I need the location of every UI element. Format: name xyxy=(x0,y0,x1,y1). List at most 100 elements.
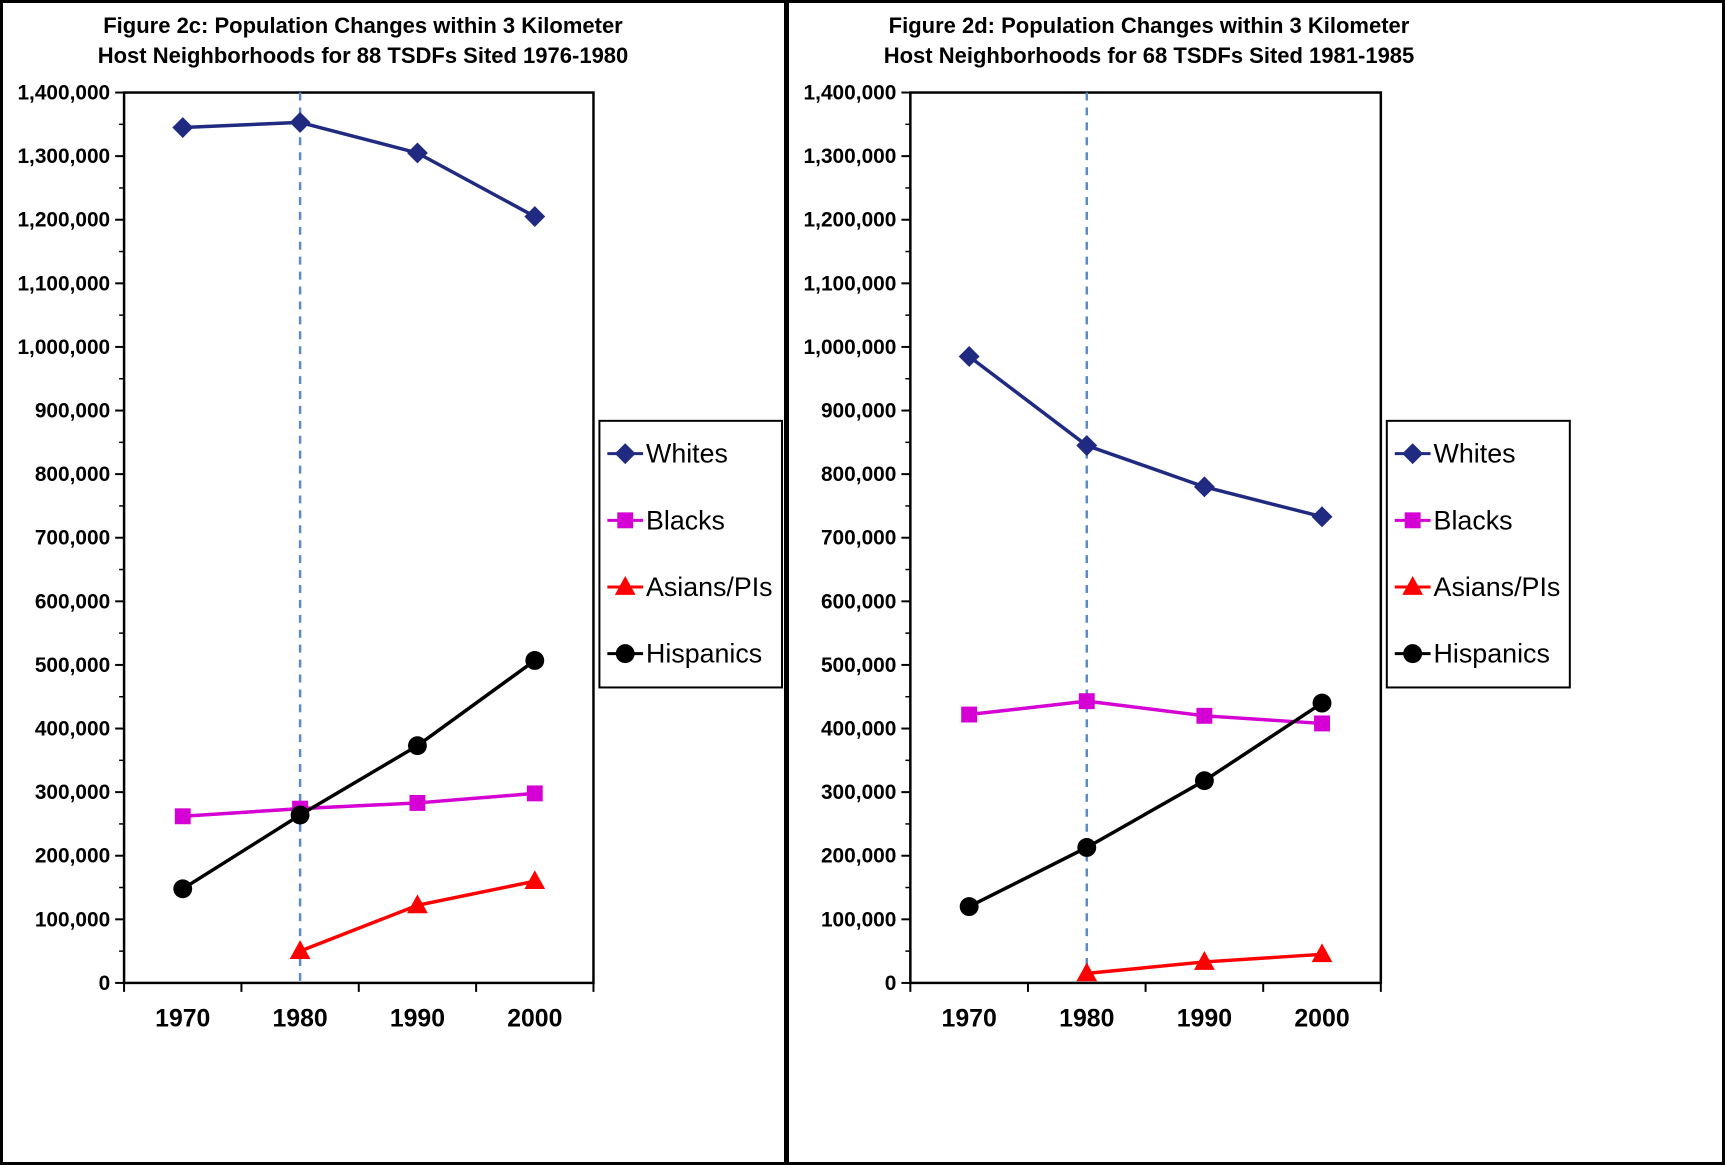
y-axis-label: 1,000,000 xyxy=(804,336,897,359)
legend-label-asians-pis: Asians/PIs xyxy=(1434,572,1561,602)
y-axis-label: 500,000 xyxy=(821,654,896,677)
y-axis-label: 1,300,000 xyxy=(17,145,110,168)
data-point-whites xyxy=(407,142,428,164)
data-point-whites xyxy=(172,117,194,138)
figure-2c-title-line1: Figure 2c: Population Changes within 3 K… xyxy=(103,13,623,38)
y-axis-label: 200,000 xyxy=(35,845,110,868)
legend-marker-whites xyxy=(614,443,636,465)
x-axis-label: 2000 xyxy=(507,1006,562,1033)
data-point-asians-pis xyxy=(1194,950,1215,970)
y-axis-label: 1,200,000 xyxy=(804,209,897,232)
legend-label-whites: Whites xyxy=(1434,439,1516,469)
data-point-whites xyxy=(289,111,311,133)
y-axis-label: 1,100,000 xyxy=(17,272,110,295)
x-axis-label: 1990 xyxy=(1177,1005,1232,1033)
legend-marker-blacks xyxy=(617,512,634,529)
x-axis-label: 1970 xyxy=(942,1005,997,1033)
data-point-blacks xyxy=(1196,707,1213,724)
plot-area xyxy=(909,91,1383,985)
y-axis-label: 600,000 xyxy=(821,590,896,613)
data-point-hispanics xyxy=(1077,838,1097,857)
figure-2d-title-line2: Host Neighborhoods for 68 TSDFs Sited 19… xyxy=(883,43,1415,68)
y-axis-label: 500,000 xyxy=(35,654,110,677)
data-point-blacks xyxy=(961,706,978,723)
figure-2c-title-line2: Host Neighborhoods for 88 TSDFs Sited 19… xyxy=(97,43,629,68)
data-point-asians-pis xyxy=(1311,943,1333,963)
data-point-asians-pis xyxy=(407,894,428,914)
figure-2c-title: Figure 2c: Population Changes within 3 K… xyxy=(3,11,723,71)
y-axis-label: 200,000 xyxy=(821,845,896,868)
legend-label-blacks: Blacks xyxy=(1434,505,1513,535)
legend-label-asians-pis: Asians/PIs xyxy=(646,572,773,602)
data-point-hispanics xyxy=(1194,771,1214,791)
x-axis-label: 1990 xyxy=(390,1006,445,1033)
y-axis-label: 100,000 xyxy=(35,908,110,931)
y-axis-label: 400,000 xyxy=(821,717,896,740)
legend-box xyxy=(598,419,784,689)
data-point-asians-pis xyxy=(524,870,546,890)
data-point-hispanics xyxy=(525,651,545,670)
y-axis-label: 1,300,000 xyxy=(804,145,897,168)
data-point-blacks xyxy=(174,808,191,825)
y-axis-label: 300,000 xyxy=(821,781,896,804)
plot-area xyxy=(122,91,595,985)
y-axis-label: 1,400,000 xyxy=(804,81,897,104)
figure-2c-chart-canvas: 0 100,000 200,000 300,000 400,000 500,000 600,… xyxy=(17,81,784,1033)
legend-marker-hispanics xyxy=(615,644,635,664)
y-axis-label: 1,200,000 xyxy=(17,209,110,232)
y-axis-label: 400,000 xyxy=(35,717,110,740)
asians-pis-line xyxy=(299,879,536,953)
legend-label-whites: Whites xyxy=(646,439,728,469)
y-axis-label: 0 xyxy=(885,972,897,995)
y-axis-label: 800,000 xyxy=(35,463,110,486)
legend-label-hispanics: Hispanics xyxy=(646,639,762,669)
data-point-blacks xyxy=(526,785,543,802)
y-axis-label: 300,000 xyxy=(35,781,110,804)
y-axis-label: 100,000 xyxy=(821,908,896,931)
x-axis-label: 1980 xyxy=(273,1006,328,1033)
legend-marker-blacks xyxy=(1404,512,1421,529)
data-point-whites xyxy=(958,346,980,367)
x-axis-label: 1980 xyxy=(1059,1005,1114,1033)
data-point-asians-pis xyxy=(1076,962,1098,982)
legend-marker-asians-pis xyxy=(614,576,636,595)
data-point-blacks xyxy=(1314,715,1330,732)
y-axis-label: 700,000 xyxy=(821,527,896,550)
data-point-blacks xyxy=(1078,693,1095,710)
y-axis-label: 1,100,000 xyxy=(804,272,897,295)
legend-box xyxy=(1385,419,1571,689)
legend-marker-asians-pis xyxy=(1402,576,1424,595)
legend-label-blacks: Blacks xyxy=(646,505,725,535)
hispanics-line xyxy=(968,701,1323,909)
data-point-hispanics xyxy=(290,805,310,825)
data-point-hispanics xyxy=(408,736,427,756)
data-point-hispanics xyxy=(1312,693,1332,713)
y-axis-label: 600,000 xyxy=(35,590,110,613)
y-axis-label: 1,000,000 xyxy=(17,336,110,359)
x-axis-label: 2000 xyxy=(1294,1005,1349,1033)
legend-label-hispanics: Hispanics xyxy=(1434,639,1550,669)
data-point-whites xyxy=(524,206,546,228)
blacks-line xyxy=(968,699,1323,726)
y-axis-label: 1,400,000 xyxy=(17,81,110,104)
blacks-line xyxy=(182,791,535,819)
figure-2d-title-line1: Figure 2d: Population Changes within 3 K… xyxy=(888,13,1410,38)
data-point-hispanics xyxy=(173,879,193,899)
y-axis-label: 900,000 xyxy=(821,399,896,422)
y-axis-label: 900,000 xyxy=(35,399,110,422)
data-point-blacks xyxy=(409,794,426,811)
legend-marker-whites xyxy=(1402,443,1424,465)
figure-2c-panel: Figure 2c: Population Changes within 3 K… xyxy=(0,0,787,1165)
x-axis-label: 1970 xyxy=(155,1006,210,1033)
data-point-whites xyxy=(1311,506,1333,528)
y-axis-label: 800,000 xyxy=(821,463,896,486)
data-point-hispanics xyxy=(959,897,979,917)
y-axis-label: 700,000 xyxy=(35,527,110,550)
whites-line xyxy=(968,355,1323,519)
figure-2d-panel: Figure 2d: Population Changes within 3 K… xyxy=(787,0,1725,1165)
y-axis-label: 0 xyxy=(99,972,111,995)
legend-marker-hispanics xyxy=(1403,644,1423,664)
figure-2d-chart-canvas: 0 100,000 200,000 300,000 400,000 500,000 600,… xyxy=(804,81,1571,1033)
data-point-whites xyxy=(1193,476,1215,498)
